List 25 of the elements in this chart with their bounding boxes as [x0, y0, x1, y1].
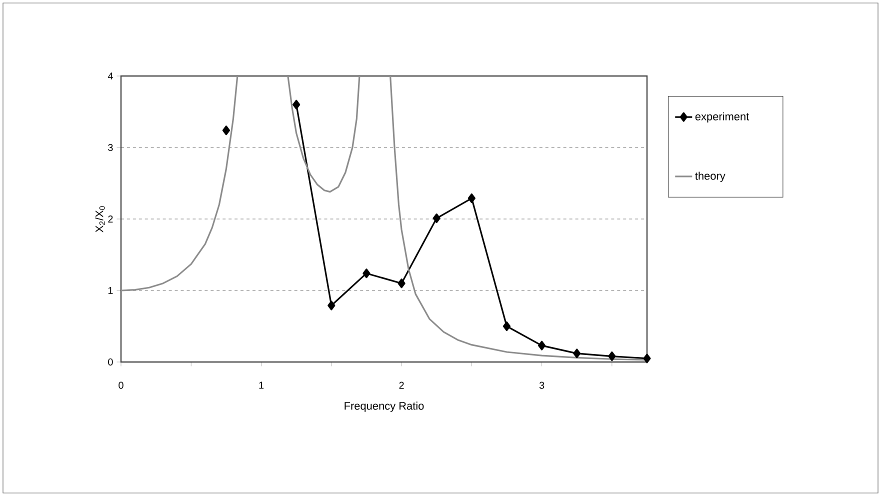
x-tick-label: 3	[539, 382, 544, 389]
x-tick-label: 2	[399, 382, 404, 389]
point	[468, 193, 476, 204]
y-axis-title: X$_{2}$/X$_{0}$	[95, 206, 105, 232]
point	[608, 351, 616, 362]
y-tick-label: 2	[108, 216, 113, 222]
y-tick-label: 1	[108, 287, 113, 294]
x-tick-label: 1	[259, 382, 264, 389]
point	[538, 340, 546, 350]
y-tick-label: 4	[108, 72, 113, 80]
point	[292, 100, 300, 110]
point	[502, 321, 511, 332]
point	[432, 213, 440, 224]
legend-label: experiment	[695, 112, 750, 123]
point	[643, 354, 651, 364]
point	[573, 348, 581, 358]
x-tick-label: 0	[118, 382, 124, 389]
point	[398, 278, 406, 288]
y-tick-label: 0	[108, 358, 113, 366]
point	[328, 300, 336, 310]
point	[222, 126, 230, 136]
point	[362, 268, 370, 278]
legend-label: theory	[695, 172, 726, 182]
y-tick-label: 3	[108, 144, 113, 152]
x-axis-title: Frequency Ratio	[344, 402, 424, 412]
